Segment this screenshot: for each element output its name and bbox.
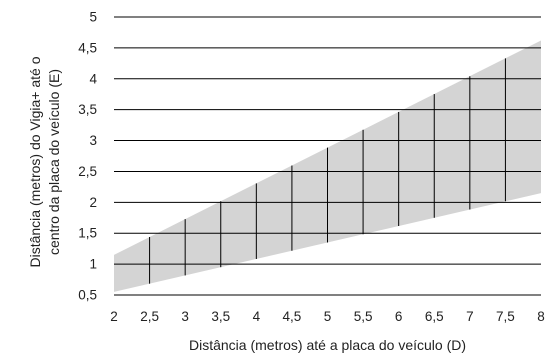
x-tick-label-3: 3,5 (211, 309, 230, 324)
x-tick-label-10: 7 (466, 309, 474, 324)
y-tick-label-0: 0,5 (78, 288, 97, 303)
y-axis-title-line-1: Distância (metros) do Vigia+ até o (27, 56, 43, 267)
y-tick-label-1: 1 (89, 257, 97, 272)
y-tick-label-6: 3,5 (78, 102, 97, 117)
x-tick-label-6: 5 (324, 309, 332, 324)
x-tick-label-0: 2 (110, 309, 118, 324)
y-tick-label-8: 4,5 (78, 40, 97, 55)
x-tick-label-1: 2,5 (140, 309, 159, 324)
y-tick-label-9: 5 (89, 10, 97, 25)
x-tick-label-11: 7,5 (496, 309, 515, 324)
y-tick-label-5: 3 (89, 133, 97, 148)
x-axis-title: Distância (metros) até a placa do veícul… (189, 337, 466, 353)
x-tick-label-2: 3 (181, 309, 189, 324)
y-tick-label-3: 2 (89, 195, 97, 210)
y-tick-label-2: 1,5 (78, 226, 97, 241)
y-axis-title-line-2: centro da placa do veículo (E) (46, 69, 62, 255)
x-tick-label-4: 4 (253, 309, 261, 324)
x-tick-label-5: 4,5 (283, 309, 302, 324)
x-tick-label-7: 5,5 (354, 309, 373, 324)
y-tick-label-7: 4 (89, 71, 97, 86)
x-tick-label-12: 8 (537, 309, 545, 324)
x-tick-label-8: 6 (395, 309, 403, 324)
y-tick-label-4: 2,5 (78, 164, 97, 179)
x-tick-label-9: 6,5 (425, 309, 444, 324)
